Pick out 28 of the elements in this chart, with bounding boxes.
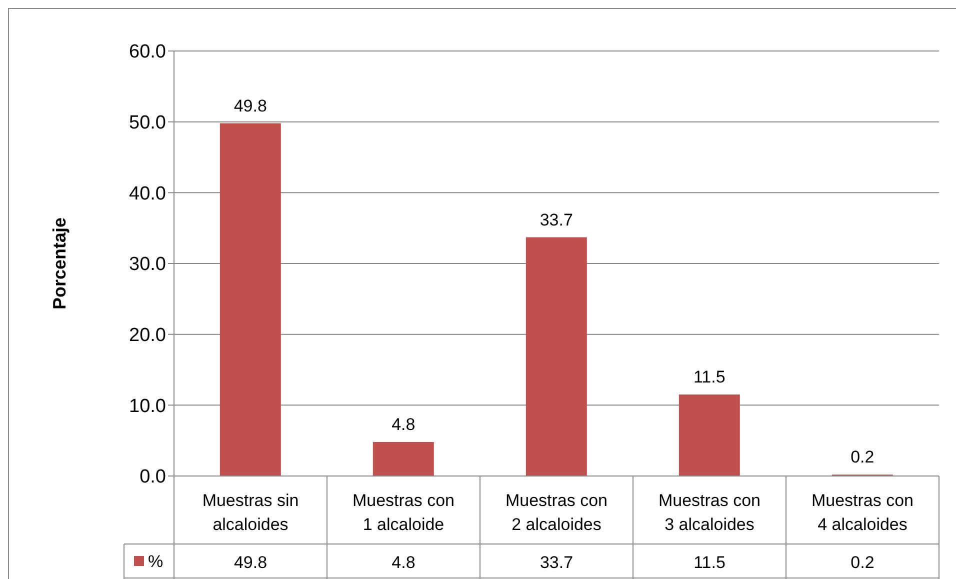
- x-tick-label: Muestras con 3 alcaloides: [658, 491, 761, 534]
- data-label: 4.8: [392, 415, 416, 434]
- text: 11.5: [694, 553, 726, 572]
- text: 0.2: [850, 553, 874, 572]
- x-tick-label: Muestras sin alcaloides: [202, 491, 299, 534]
- y-tick-label: 60.0: [129, 42, 166, 63]
- y-tick-label: 30.0: [129, 254, 166, 276]
- y-tick-label: 40.0: [129, 183, 166, 204]
- x-tick-label: Muestras con 2 alcaloides: [505, 491, 608, 534]
- y-axis-title: Porcentaje: [49, 217, 70, 310]
- bar: [526, 237, 587, 476]
- text: 33.7: [540, 553, 574, 572]
- y-tick-label: 0.0: [140, 466, 166, 488]
- bar: [372, 442, 434, 476]
- y-tick-label: 20.0: [129, 325, 166, 346]
- y-tick-label: 50.0: [129, 112, 166, 134]
- data-label: 33.7: [540, 210, 573, 230]
- data-label: 49.8: [234, 96, 267, 116]
- text: 4.8: [392, 553, 416, 572]
- x-tick-label: Muestras con 4 alcaloides: [811, 491, 914, 534]
- x-tick-label: Muestras con 1 alcaloide: [352, 491, 455, 534]
- data-label: 11.5: [693, 368, 726, 387]
- y-tick-label: 10.0: [129, 396, 166, 417]
- bar: [678, 394, 740, 476]
- legend-label: %: [148, 552, 164, 571]
- data-label: 0.2: [850, 448, 874, 467]
- bar: [220, 123, 281, 476]
- text: 49.8: [234, 553, 268, 572]
